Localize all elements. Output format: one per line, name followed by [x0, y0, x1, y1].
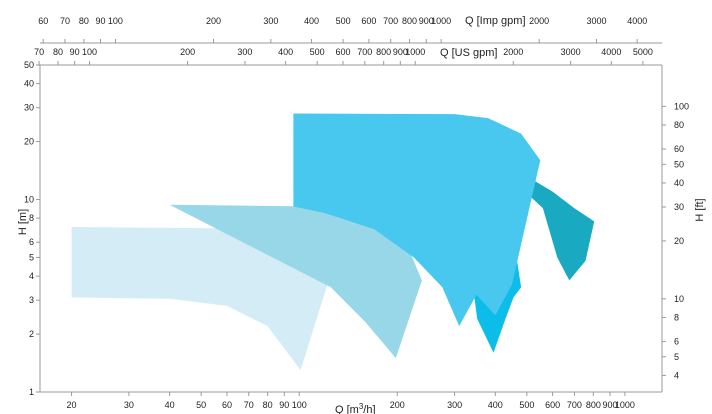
- us-gpm-tick-label: 600: [335, 47, 350, 57]
- y-left-tick-label: 30: [24, 103, 34, 113]
- x-tick-label: 900: [602, 400, 617, 410]
- y-left-tick-label: 5: [29, 252, 34, 262]
- imp-gpm-axis-label: Q [Imp gpm]: [465, 15, 526, 27]
- y-left-tick-label: 1: [29, 387, 34, 397]
- imp-gpm-tick-label: 700: [383, 16, 398, 26]
- imp-gpm-tick-label: 3000: [587, 16, 607, 26]
- us-gpm-tick-label: 300: [237, 47, 252, 57]
- x-tick-label: 800: [586, 400, 601, 410]
- y-right-tick-label: 4: [674, 370, 679, 380]
- imp-gpm-tick-label: 2000: [529, 16, 549, 26]
- x-tick-label: 700: [567, 400, 582, 410]
- performance-area-4: [502, 176, 595, 281]
- y-right-tick-label: 8: [674, 312, 679, 322]
- us-gpm-tick-label: 2000: [503, 47, 523, 57]
- us-gpm-tick-label: 1000: [405, 47, 425, 57]
- imp-gpm-tick-label: 70: [60, 16, 70, 26]
- y-right-tick-label: 20: [674, 236, 684, 246]
- imp-gpm-tick-label: 200: [206, 16, 221, 26]
- us-gpm-tick-label: 800: [376, 47, 391, 57]
- y-right-tick-label: 6: [674, 337, 679, 347]
- imp-gpm-tick-label: 1000: [431, 16, 451, 26]
- imp-gpm-tick-label: 100: [108, 16, 123, 26]
- us-gpm-axis-label: Q [US gpm]: [440, 47, 497, 59]
- y-left-tick-label: 2: [29, 329, 34, 339]
- x-tick-label: 200: [390, 400, 405, 410]
- y-left-tick-label: 40: [24, 79, 34, 89]
- x-tick-label: 70: [244, 400, 254, 410]
- us-gpm-tick-label: 90: [70, 47, 80, 57]
- imp-gpm-tick-label: 4000: [627, 16, 647, 26]
- performance-areas: [71, 113, 595, 371]
- us-gpm-tick-label: 200: [180, 47, 195, 57]
- imp-gpm-tick-label: 300: [263, 16, 278, 26]
- x-tick-label: 400: [488, 400, 503, 410]
- y-left-tick-label: 10: [24, 195, 34, 205]
- us-gpm-tick-label: 80: [53, 47, 63, 57]
- x-tick-label: 40: [165, 400, 175, 410]
- imp-gpm-tick-label: 900: [419, 16, 434, 26]
- x-tick-label: 300: [447, 400, 462, 410]
- x-tick-label: 30: [124, 400, 134, 410]
- imp-gpm-tick-label: 80: [79, 16, 89, 26]
- x-tick-label: 1000: [615, 400, 635, 410]
- x-tick-label: 60: [222, 400, 232, 410]
- us-gpm-tick-label: 400: [278, 47, 293, 57]
- us-gpm-tick-label: 100: [82, 47, 97, 57]
- x-tick-label: 20: [67, 400, 77, 410]
- axis-frame: [39, 42, 663, 393]
- us-gpm-tick-label: 4000: [601, 47, 621, 57]
- us-gpm-tick-label: 900: [393, 47, 408, 57]
- y-left-axis-label: H [m]: [17, 209, 29, 235]
- imp-gpm-tick-label: 600: [361, 16, 376, 26]
- us-gpm-tick-label: 5000: [633, 47, 653, 57]
- y-right-tick-label: 10: [674, 294, 684, 304]
- us-gpm-tick-label: 3000: [561, 47, 581, 57]
- y-right-tick-label: 50: [674, 159, 684, 169]
- y-left-tick-label: 50: [24, 60, 34, 70]
- x-tick-label: 50: [196, 400, 206, 410]
- imp-gpm-tick-label: 500: [336, 16, 351, 26]
- x-tick-label: 90: [279, 400, 289, 410]
- y-right-axis-label: H [ft]: [694, 198, 706, 221]
- x-tick-label: 80: [263, 400, 273, 410]
- performance-area-5: [293, 113, 541, 327]
- imp-gpm-tick-label: 60: [38, 16, 48, 26]
- x-tick-label: 100: [292, 400, 307, 410]
- y-left-tick-label: 20: [24, 137, 34, 147]
- right-axis-ticks: 4 5 6 8 10 20 30 40 50 60 80 100: [662, 101, 689, 380]
- x-axis-label: Q [m3/h]: [335, 402, 376, 414]
- bottom-axis-ticks: 20 30 40 50 60 70 80 90 100 200 300 400 500 600 700 800…: [67, 392, 635, 410]
- y-left-tick-label: 6: [29, 237, 34, 247]
- y-left-tick-label: 8: [29, 213, 34, 223]
- y-left-tick-label: 3: [29, 295, 34, 305]
- imp-gpm-tick-label: 90: [96, 16, 106, 26]
- y-right-tick-label: 5: [674, 352, 679, 362]
- us-gpm-tick-label: 70: [34, 47, 44, 57]
- y-right-tick-label: 40: [674, 178, 684, 188]
- performance-area-2: [169, 204, 422, 359]
- y-right-tick-label: 80: [674, 120, 684, 130]
- y-right-tick-label: 30: [674, 202, 684, 212]
- y-left-tick-label: 4: [29, 271, 34, 281]
- us-gpm-tick-label: 700: [357, 47, 372, 57]
- x-tick-label: 500: [519, 400, 534, 410]
- left-axis-ticks: 1 2 3 4 5 6 8 10 20 30 40 50: [24, 60, 40, 397]
- y-right-tick-label: 60: [674, 144, 684, 154]
- imp-gpm-tick-label: 400: [304, 16, 319, 26]
- imp-gpm-tick-label: 800: [402, 16, 417, 26]
- us-gpm-tick-label: 500: [310, 47, 325, 57]
- performance-area-1: [71, 227, 328, 371]
- x-tick-label: 600: [545, 400, 560, 410]
- y-right-tick-label: 100: [674, 101, 689, 111]
